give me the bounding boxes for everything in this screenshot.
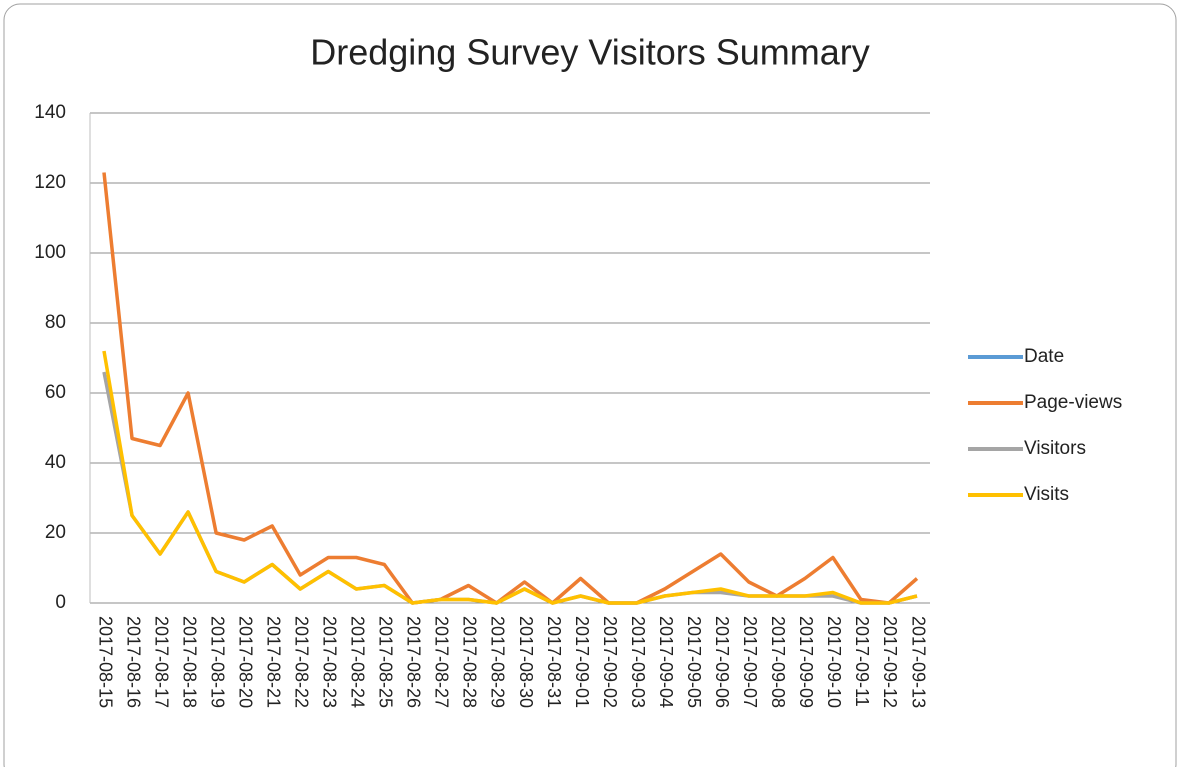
x-tick-label: 2017-08-23 [320, 616, 340, 708]
x-tick-label: 2017-08-21 [263, 616, 283, 708]
y-tick-label: 20 [45, 522, 66, 543]
x-tick-label: 2017-09-05 [684, 616, 704, 708]
x-tick-label: 2017-09-07 [740, 616, 760, 708]
x-tick-label: 2017-08-27 [432, 616, 452, 708]
x-tick-label: 2017-09-09 [796, 616, 816, 708]
x-tick-label: 2017-09-11 [852, 616, 872, 707]
x-tick-label: 2017-09-03 [628, 616, 648, 708]
y-tick-label: 140 [34, 102, 66, 123]
legend-label: Page-views [1024, 392, 1122, 413]
x-tick-label: 2017-09-12 [880, 616, 900, 708]
x-tick-label: 2017-08-31 [544, 616, 564, 708]
x-tick-label: 2017-08-15 [95, 616, 115, 708]
x-tick-label: 2017-09-08 [768, 616, 788, 708]
chart-border [3, 3, 1177, 767]
legend-label: Visitors [1024, 438, 1086, 459]
x-tick-label: 2017-09-02 [600, 616, 620, 708]
legend-label: Visits [1024, 484, 1069, 505]
x-tick-label: 2017-08-20 [235, 616, 255, 708]
y-tick-label: 40 [45, 452, 66, 473]
x-tick-label: 2017-08-26 [404, 616, 424, 708]
x-tick-label: 2017-08-24 [348, 616, 368, 708]
x-tick-label: 2017-08-25 [376, 616, 396, 708]
x-tick-label: 2017-09-06 [712, 616, 732, 708]
x-tick-label: 2017-08-16 [123, 616, 143, 708]
x-tick-label: 2017-08-30 [516, 616, 536, 708]
x-tick-label: 2017-08-18 [179, 616, 199, 708]
x-tick-label: 2017-08-19 [207, 616, 227, 708]
x-tick-label: 2017-08-29 [488, 616, 508, 708]
y-tick-label: 0 [55, 592, 66, 613]
x-tick-label: 2017-09-04 [656, 616, 676, 708]
x-tick-label: 2017-08-28 [460, 616, 480, 708]
x-tick-label: 2017-09-10 [824, 616, 844, 708]
y-tick-label: 100 [34, 242, 66, 263]
chart-title: Dredging Survey Visitors Summary [310, 32, 870, 73]
x-tick-label: 2017-08-22 [291, 616, 311, 708]
x-tick-label: 2017-09-13 [908, 616, 928, 708]
x-tick-label: 2017-08-17 [151, 616, 171, 708]
series-line [102, 172, 919, 605]
y-tick-label: 80 [45, 312, 66, 333]
x-tick-label: 2017-09-01 [572, 616, 592, 708]
series-line [102, 350, 918, 605]
y-tick-label: 60 [45, 382, 66, 403]
legend-label: Date [1024, 346, 1064, 367]
y-tick-label: 120 [34, 172, 66, 193]
